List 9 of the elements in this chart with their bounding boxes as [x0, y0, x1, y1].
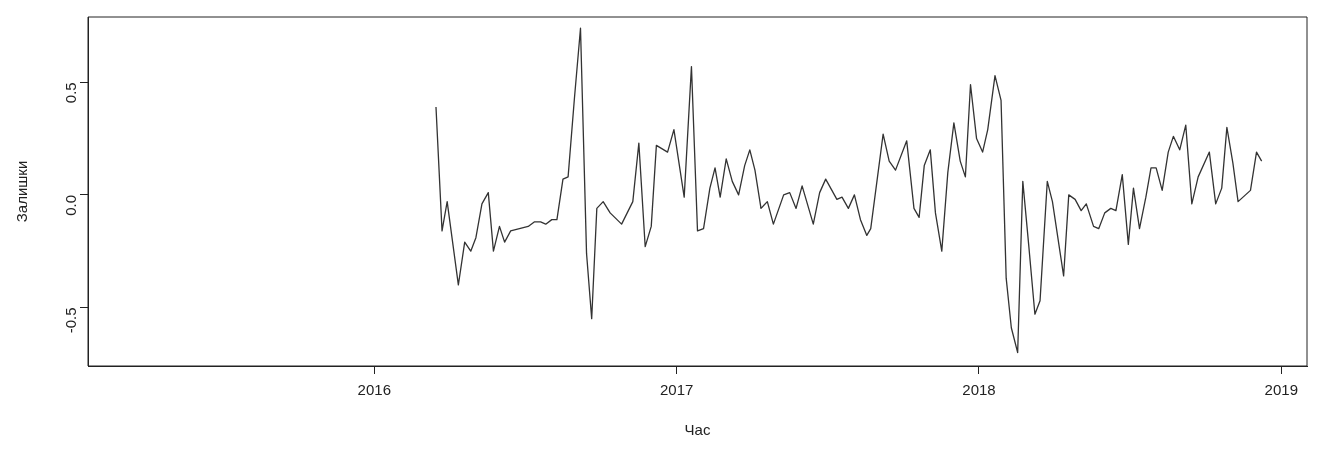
x-axis-title: Час [684, 421, 711, 439]
x-tick-label: 2017 [659, 381, 694, 399]
x-tick-label: 2019 [1264, 381, 1298, 399]
x-tick-label: 2016 [357, 381, 391, 399]
y-tick-label: -0.5 [62, 307, 80, 334]
y-tick-label: 0.5 [62, 82, 80, 104]
y-axis-title: Залишки [13, 160, 31, 223]
x-tick-label: 2018 [962, 381, 996, 399]
y-tick-label: 0.0 [62, 194, 80, 216]
